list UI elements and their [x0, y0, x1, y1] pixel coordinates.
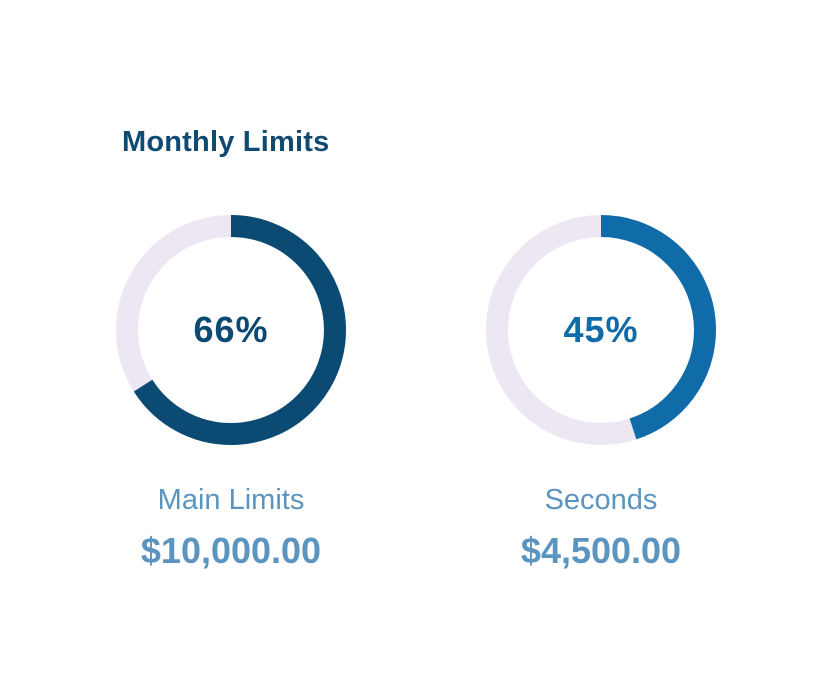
- progress-ring-graphic: [116, 215, 346, 445]
- progress-ring: 66%: [116, 215, 346, 445]
- limit-card-seconds: 45% Seconds $4,500.00: [451, 208, 751, 588]
- progress-ring-arc: [486, 215, 716, 445]
- limit-amount: $4,500.00: [520, 530, 682, 571]
- limit-label: Main Limits: [157, 484, 305, 516]
- progress-ring-graphic: [486, 215, 716, 445]
- page-title: Monthly Limits: [122, 126, 330, 158]
- progress-ring: 45%: [486, 215, 716, 445]
- limit-label: Seconds: [544, 484, 658, 516]
- limit-amount: $10,000.00: [140, 530, 322, 571]
- progress-percent: 45%: [563, 309, 639, 350]
- limit-card-main: 66% Main Limits $10,000.00: [81, 208, 381, 588]
- progress-ring-arc: [116, 215, 346, 445]
- progress-percent: 66%: [193, 309, 269, 350]
